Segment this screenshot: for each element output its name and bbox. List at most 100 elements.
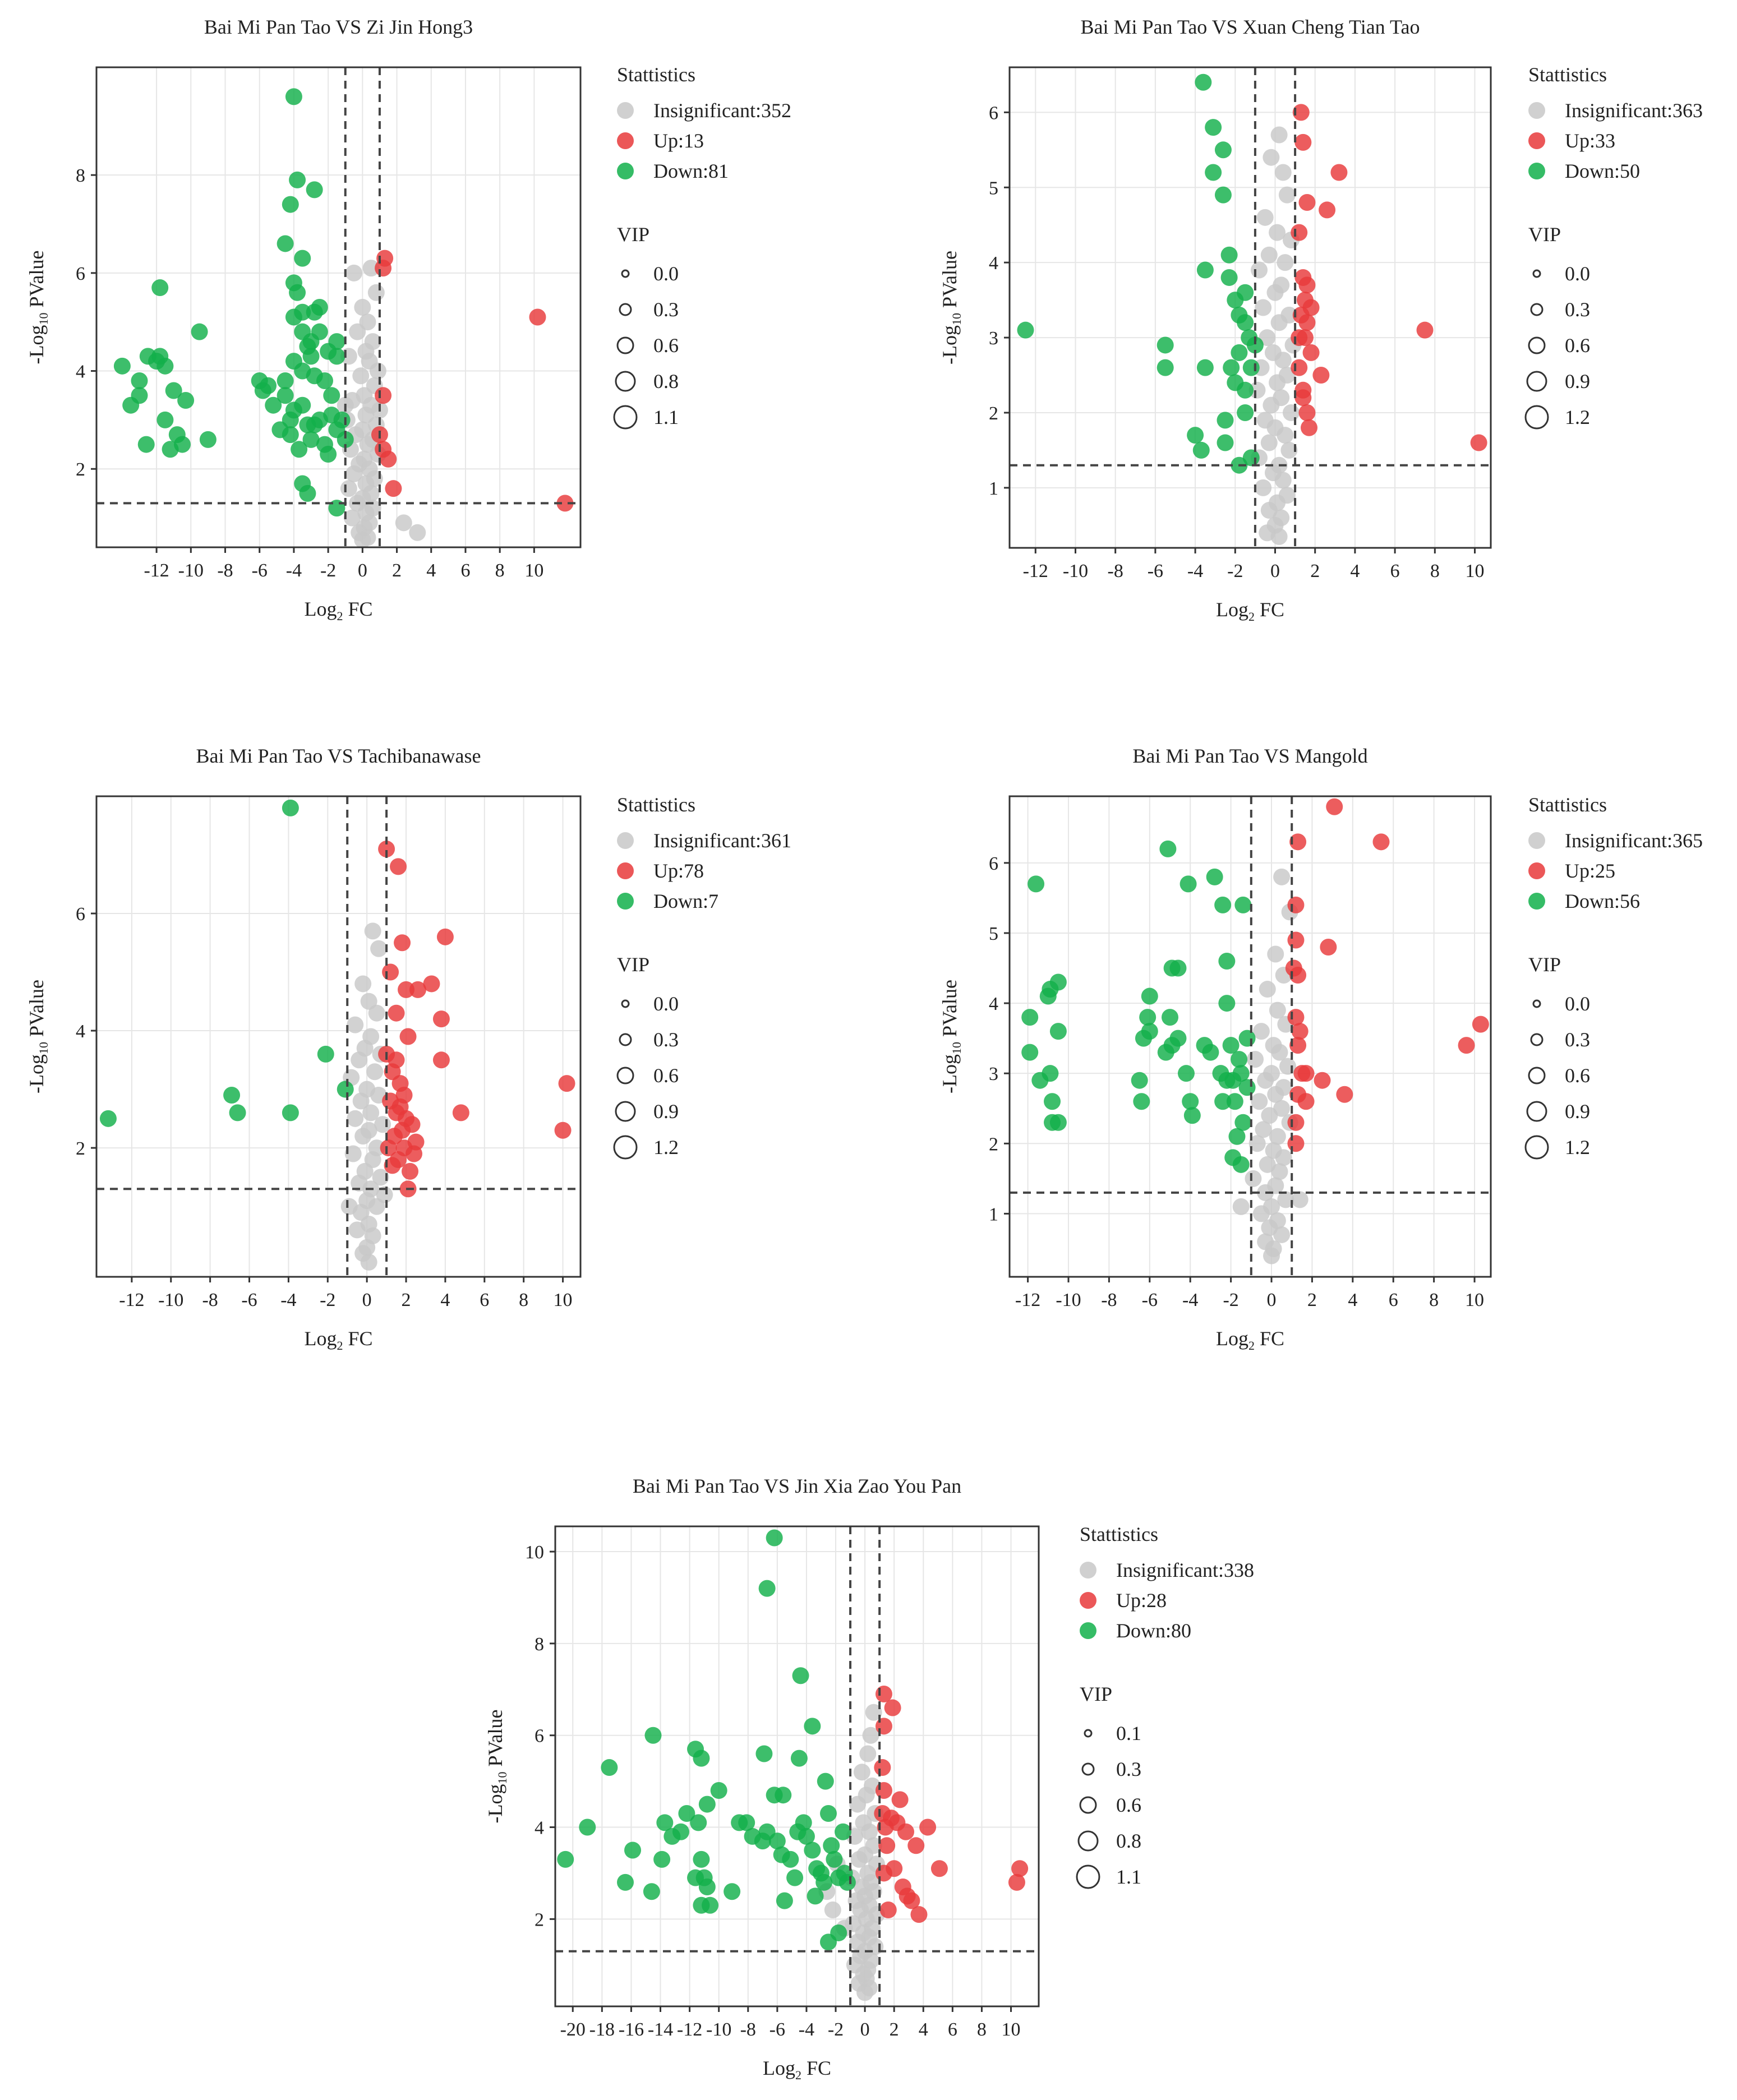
point-down xyxy=(702,1896,719,1914)
legend-key-insignificant xyxy=(617,102,634,119)
x-axis-label: Log2 FC xyxy=(304,1327,372,1353)
vip-size-key xyxy=(1524,1135,1549,1160)
point-down xyxy=(1205,119,1222,136)
point-up xyxy=(875,1782,892,1799)
legend-key-up xyxy=(1080,1592,1096,1609)
vip-size-label: 0.0 xyxy=(653,993,679,1015)
point-insignificant xyxy=(850,1850,868,1868)
point-down xyxy=(624,1841,642,1859)
point-insignificant xyxy=(1251,261,1268,279)
vip-size-label: 1.1 xyxy=(653,406,679,428)
point-up xyxy=(1291,1023,1308,1040)
vip-size-label: 0.8 xyxy=(653,370,679,393)
y-tick-label: 2 xyxy=(989,1134,998,1155)
point-insignificant xyxy=(1271,1163,1288,1180)
point-insignificant xyxy=(1257,1072,1274,1089)
vip-size-label: 0.3 xyxy=(1116,1758,1141,1780)
y-axis-label-sub: 10 xyxy=(950,1042,964,1054)
point-insignificant xyxy=(1269,374,1286,391)
point-up xyxy=(388,1004,405,1022)
point-down xyxy=(1217,412,1234,429)
point-up xyxy=(375,387,392,404)
x-tick-label: -2 xyxy=(828,2019,844,2040)
point-down xyxy=(1234,1114,1252,1131)
point-insignificant xyxy=(364,922,381,940)
point-down xyxy=(775,1787,792,1804)
point-up xyxy=(1294,389,1312,407)
legend-item-label: Down:81 xyxy=(653,160,729,182)
y-axis-label-tail: PValue xyxy=(938,980,961,1042)
point-down xyxy=(282,196,299,213)
legend-key-insignificant xyxy=(1080,1562,1096,1579)
point-down xyxy=(1157,336,1174,354)
point-down xyxy=(1218,953,1236,970)
point-insignificant xyxy=(1269,224,1286,241)
x-tick-label: -10 xyxy=(1063,561,1088,581)
point-insignificant xyxy=(368,1004,385,1022)
point-down xyxy=(1021,1044,1039,1061)
point-up xyxy=(385,480,402,497)
x-tick-label: 2 xyxy=(890,2019,899,2040)
point-insignificant xyxy=(1267,1086,1284,1103)
point-insignificant xyxy=(1259,981,1276,998)
point-down xyxy=(285,88,302,105)
x-axis-label-main: Log xyxy=(304,598,337,620)
point-up xyxy=(903,1892,920,1909)
point-down xyxy=(792,1667,809,1684)
point-insignificant xyxy=(343,509,361,527)
point-up xyxy=(432,1051,450,1069)
point-insignificant xyxy=(1278,186,1296,204)
point-insignificant xyxy=(1260,434,1278,451)
x-tick-label: 4 xyxy=(440,1290,450,1310)
point-down xyxy=(337,1081,354,1098)
point-insignificant xyxy=(376,1186,393,1203)
y-axis-label-tail: PValue xyxy=(25,251,48,313)
point-down xyxy=(776,1892,793,1909)
point-down xyxy=(782,1850,799,1868)
point-insignificant xyxy=(349,323,366,340)
y-axis-label-sub: 10 xyxy=(495,1772,509,1784)
point-down xyxy=(1196,261,1214,279)
point-down xyxy=(1220,269,1238,286)
x-tick-label: -10 xyxy=(1056,1290,1081,1310)
point-up xyxy=(406,1145,423,1162)
x-tick-label: 6 xyxy=(1389,1290,1398,1310)
x-tick-label: 6 xyxy=(1390,561,1400,581)
vip-size-key xyxy=(1530,1033,1544,1046)
point-down xyxy=(1131,1072,1148,1089)
point-down xyxy=(277,235,294,252)
legend-item-label: Insignificant:361 xyxy=(653,829,791,852)
point-down xyxy=(1159,840,1177,857)
legend-title: Stattistics xyxy=(617,63,695,86)
x-tick-label: 10 xyxy=(1466,561,1485,581)
legend-item-label: Up:25 xyxy=(1565,860,1615,882)
point-down xyxy=(1231,344,1248,361)
point-up xyxy=(1372,833,1390,851)
vip-size-label: 1.1 xyxy=(1116,1866,1141,1888)
vip-size-key xyxy=(1526,371,1547,392)
point-down xyxy=(294,396,311,414)
point-insignificant xyxy=(345,465,363,482)
vip-size-label: 0.6 xyxy=(653,334,679,357)
point-down xyxy=(1169,959,1187,977)
y-tick-label: 2 xyxy=(76,1138,85,1159)
point-insignificant xyxy=(347,1016,364,1033)
point-down xyxy=(817,1773,834,1790)
vip-size-key xyxy=(1526,1101,1547,1122)
point-up xyxy=(1289,833,1307,851)
vip-size-key xyxy=(1532,999,1541,1008)
point-insignificant xyxy=(369,362,386,380)
point-down xyxy=(311,323,328,340)
point-insignificant xyxy=(1247,1051,1264,1068)
point-down xyxy=(1177,1065,1195,1082)
point-up xyxy=(884,1699,901,1716)
y-tick-label: 1 xyxy=(989,478,998,499)
point-down xyxy=(1214,141,1232,159)
x-tick-label: 8 xyxy=(1430,561,1440,581)
point-insignificant xyxy=(860,1823,878,1840)
vip-size-label: 0.6 xyxy=(1565,1064,1590,1087)
point-up xyxy=(402,1162,419,1180)
legend-item-label: Down:50 xyxy=(1565,160,1640,182)
y-axis-label-sub: 10 xyxy=(36,1042,50,1054)
point-insignificant xyxy=(1277,1191,1294,1208)
